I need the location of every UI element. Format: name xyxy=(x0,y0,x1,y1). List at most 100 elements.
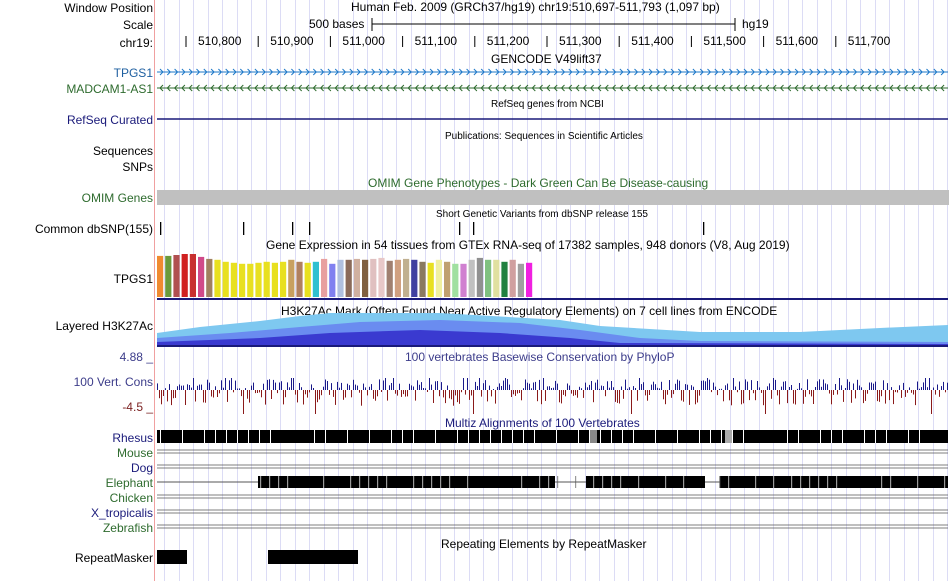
phylop-score-bar xyxy=(871,382,872,390)
gtex-track-label[interactable]: TPGS1 xyxy=(113,272,153,286)
phylop-score-bar xyxy=(791,385,792,390)
multiz-gap xyxy=(589,430,590,443)
grid-line xyxy=(802,0,803,581)
strand-chevron xyxy=(546,68,551,76)
phylop-score-bar xyxy=(367,390,368,396)
phylop-score-bar xyxy=(431,384,432,390)
phylop-score-bar xyxy=(329,390,330,395)
coordinate-tick-label: 510,900 xyxy=(270,34,314,48)
multiz-species-rhesus[interactable]: Rhesus xyxy=(112,431,153,445)
phylop-score-bar xyxy=(281,381,282,390)
phylop-score-bar xyxy=(177,386,178,390)
grid-line xyxy=(222,0,223,581)
phylop-score-bar xyxy=(291,378,292,390)
phylop-score-bar xyxy=(461,390,462,393)
multiz-gap xyxy=(226,430,227,443)
grid-line xyxy=(875,0,876,581)
gencode-item-tpgs1[interactable]: TPGS1 xyxy=(113,66,153,80)
phylop-score-bar xyxy=(173,390,174,399)
strand-chevron xyxy=(458,84,463,92)
phylop-score-bar xyxy=(697,390,698,403)
phylop-score-bar xyxy=(353,379,354,390)
strand-chevron xyxy=(794,68,799,76)
repeatmasker-track-label[interactable]: RepeatMasker xyxy=(74,551,153,565)
strand-chevron xyxy=(195,84,200,92)
multiz-gap xyxy=(818,476,820,488)
multiz-gap xyxy=(539,476,541,488)
repeatmasker-element xyxy=(157,550,187,564)
dbsnp-track-label[interactable]: Common dbSNP(155) xyxy=(34,222,153,236)
refseq-track-label[interactable]: RefSeq Curated xyxy=(66,113,153,127)
phylop-score-bar xyxy=(575,390,576,396)
phylop-score-bar xyxy=(413,386,414,390)
gencode-item-madcam1-as1[interactable]: MADCAM1-AS1 xyxy=(66,82,153,96)
multiz-gap xyxy=(440,476,442,488)
phylop-score-bar xyxy=(487,390,488,402)
phylop-score-bar xyxy=(551,388,552,390)
strand-chevron xyxy=(860,68,865,76)
grid-line xyxy=(860,0,861,581)
multiz-species-zebrafish[interactable]: Zebrafish xyxy=(102,521,153,535)
multiz-species-mouse[interactable]: Mouse xyxy=(116,446,153,460)
grid-line xyxy=(933,0,934,581)
phylop-score-bar xyxy=(509,384,510,390)
multiz-species-x-tropicalis[interactable]: X_tropicalis xyxy=(90,506,153,520)
multiz-gap xyxy=(368,476,370,488)
strand-chevron xyxy=(276,84,281,92)
phylop-score-bar xyxy=(593,390,594,403)
omim-track-label[interactable]: OMIM Genes xyxy=(81,191,153,205)
coordinate-tick-label: 511,100 xyxy=(414,34,458,48)
coordinate-tick-label: 511,700 xyxy=(847,34,891,48)
phylop-score-bar xyxy=(855,390,856,399)
multiz-gap xyxy=(655,430,656,443)
phylop-score-bar xyxy=(181,385,182,390)
phylop-score-bar xyxy=(257,390,258,393)
strand-chevron xyxy=(444,68,449,76)
phylop-score-bar xyxy=(751,380,752,390)
multiz-gap xyxy=(287,476,289,488)
phylop-score-bar xyxy=(721,388,722,390)
multiz-gap xyxy=(391,430,392,443)
strand-chevron xyxy=(896,68,902,76)
phylop-score-bar xyxy=(261,390,262,398)
phylop-score-bar xyxy=(781,386,782,390)
refseq-track-title: RefSeq genes from NCBI xyxy=(491,99,604,110)
phylop-score-bar xyxy=(419,384,420,390)
phylop-score-bar xyxy=(311,384,312,390)
phylop-score-bar xyxy=(453,390,454,406)
strand-chevron xyxy=(633,84,638,92)
gtex-tissue-bar xyxy=(247,263,254,297)
coordinate-tick-label: 511,400 xyxy=(631,34,674,48)
phylop-score-bar xyxy=(255,390,256,394)
phylop-score-bar xyxy=(927,387,928,390)
grid-line xyxy=(846,0,847,581)
sequences-track-label[interactable]: Sequences xyxy=(92,144,153,158)
multiz-species-dog[interactable]: Dog xyxy=(130,461,153,475)
multiz-gap xyxy=(831,430,832,443)
strand-chevron xyxy=(319,84,324,92)
label-column-separator xyxy=(154,0,155,581)
phylop-score-bar xyxy=(525,379,526,390)
multiz-species-chicken[interactable]: Chicken xyxy=(109,491,153,505)
strand-chevron xyxy=(473,84,478,92)
phylop-score-bar xyxy=(833,390,834,395)
phylop-score-bar xyxy=(585,382,586,390)
grid-line xyxy=(889,0,890,581)
snps-track-label[interactable]: SNPs xyxy=(122,160,153,174)
strand-chevron xyxy=(692,84,697,92)
h3k27ac-track-label[interactable]: Layered H3K27Ac xyxy=(55,319,153,333)
phylop-score-bar xyxy=(817,381,818,390)
phylop-score-bar xyxy=(849,381,850,390)
strand-chevron xyxy=(757,84,762,92)
multiz-species-elephant[interactable]: Elephant xyxy=(105,476,153,490)
phylop-score-bar xyxy=(405,390,406,397)
phylop-score-bar xyxy=(241,390,242,397)
gtex-tissue-bar xyxy=(501,261,508,297)
gtex-tissue-bar xyxy=(378,257,385,297)
multiz-gap xyxy=(728,476,730,488)
phylop-score-bar xyxy=(465,390,466,395)
phylop-score-bar xyxy=(565,390,566,397)
phylop-score-bar xyxy=(375,390,376,401)
phylop-track-label[interactable]: 100 Vert. Cons xyxy=(73,375,153,389)
